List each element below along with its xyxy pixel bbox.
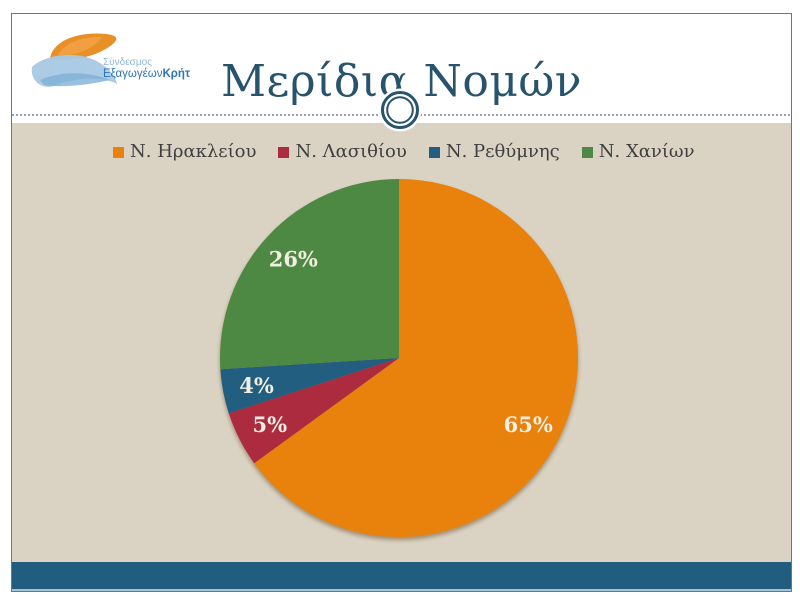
exporters-association-logo: Σύνδεσμος ΕξαγωγέωνΚρήτης xyxy=(31,33,190,87)
legend-item-2: Ν. Λασιθίου xyxy=(278,141,407,162)
pie-chart: 65% 5% 4% 26% xyxy=(199,158,599,558)
circle-ornament-icon xyxy=(378,88,422,132)
pie-value-label-1: 65% xyxy=(504,412,553,437)
legend-swatch-icon xyxy=(278,146,290,158)
legend-item-3: Ν. Ρεθύμνης xyxy=(428,141,560,162)
legend-swatch-icon xyxy=(113,146,124,158)
pie-slice-4 xyxy=(219,179,399,370)
legend-label: Ν. Ρεθύμνης xyxy=(445,141,560,162)
slide: Σύνδεσμος ΕξαγωγέωνΚρήτης Μερίδια Νομών … xyxy=(11,13,792,592)
legend-item-4: Ν. Χανίων xyxy=(581,141,695,162)
pie-slice-1 xyxy=(254,179,579,537)
legend-swatch-icon xyxy=(428,146,440,158)
legend-swatch-icon xyxy=(581,146,593,158)
bird-logo-icon xyxy=(31,33,118,87)
legend: Ν. Ηρακλείου Ν. Λασιθίου Ν. Ρεθύμνης Ν. Χαν… xyxy=(113,143,695,161)
pie-value-label-2: 5% xyxy=(253,412,288,437)
logo-line1: Σύνδεσμος xyxy=(103,56,152,68)
legend-label: Ν. Χανίων xyxy=(598,141,695,162)
pie-value-label-3: 4% xyxy=(239,373,274,398)
logo-line2: ΕξαγωγέωνΚρήτης xyxy=(103,68,190,80)
legend-label: Ν. Λασιθίου xyxy=(295,141,407,162)
legend-label: Ν. Ηρακλείου xyxy=(130,141,257,162)
footer-bar xyxy=(12,562,791,591)
pie-slice-2 xyxy=(228,358,399,464)
pie-slice-3 xyxy=(220,358,399,414)
legend-item-1: Ν. Ηρακλείου xyxy=(113,143,256,161)
pie-value-label-4: 26% xyxy=(269,247,318,272)
